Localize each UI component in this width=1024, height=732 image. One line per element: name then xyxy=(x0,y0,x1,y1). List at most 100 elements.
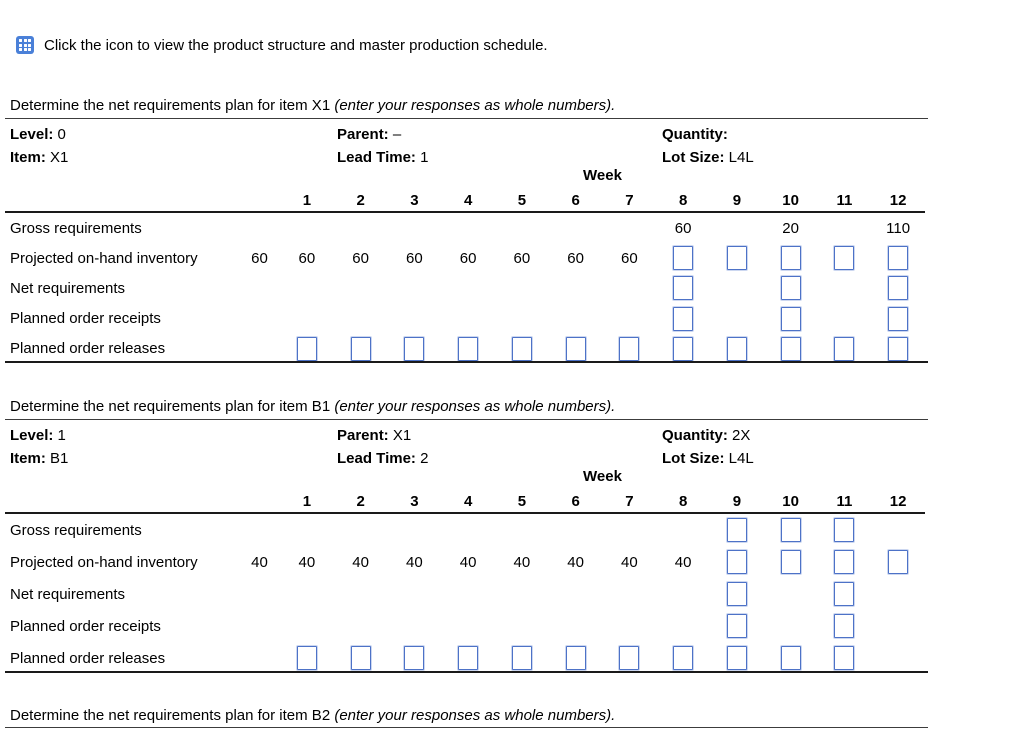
cell-week-10 xyxy=(764,243,818,273)
response-input[interactable] xyxy=(404,646,425,670)
response-input[interactable] xyxy=(511,646,532,670)
response-input[interactable] xyxy=(726,336,747,361)
lead-time-label: Lead Time: xyxy=(337,149,416,166)
response-input[interactable] xyxy=(619,646,640,670)
row-label: Projected on-hand inventory xyxy=(10,249,198,267)
response-input[interactable] xyxy=(834,614,855,638)
response-input[interactable] xyxy=(296,646,317,670)
response-input[interactable] xyxy=(726,246,747,271)
row-label: Gross requirements xyxy=(10,521,142,539)
response-input[interactable] xyxy=(780,246,801,271)
response-input[interactable] xyxy=(673,306,694,331)
response-input[interactable] xyxy=(834,582,855,606)
response-input[interactable] xyxy=(350,336,371,361)
table-row: Net requirements xyxy=(5,578,925,610)
cell-week-12 xyxy=(871,243,925,273)
response-input[interactable] xyxy=(619,336,640,361)
response-input[interactable] xyxy=(834,246,855,271)
cell-week-4 xyxy=(441,273,495,303)
response-input[interactable] xyxy=(780,518,801,542)
cell-week-9 xyxy=(710,610,764,642)
response-input[interactable] xyxy=(726,614,747,638)
row-label: Planned order receipts xyxy=(10,617,161,635)
response-input[interactable] xyxy=(458,646,479,670)
response-input[interactable] xyxy=(404,336,425,361)
cell-week-9 xyxy=(710,514,764,546)
response-input[interactable] xyxy=(780,276,801,301)
response-input[interactable] xyxy=(888,306,909,331)
cell-week-12 xyxy=(871,304,925,334)
table-bottom-rule xyxy=(5,670,928,673)
item-label: Item: xyxy=(10,450,46,467)
cell-week-11 xyxy=(818,304,872,334)
response-input[interactable] xyxy=(565,336,586,361)
cell-week-2: 40 xyxy=(352,553,369,571)
cell-week-10 xyxy=(764,304,818,334)
cell-week-4 xyxy=(441,304,495,334)
response-input[interactable] xyxy=(834,550,855,574)
response-input[interactable] xyxy=(888,246,909,271)
cell-week-3 xyxy=(388,273,442,303)
response-input[interactable] xyxy=(458,336,479,361)
week-col-11: 11 xyxy=(836,492,853,510)
cell-week-12 xyxy=(871,546,925,578)
response-input[interactable] xyxy=(673,246,694,271)
parent-value: X1 xyxy=(392,427,412,444)
response-input[interactable] xyxy=(834,336,855,361)
cell-week-5 xyxy=(495,213,549,243)
row-label: Projected on-hand inventory xyxy=(10,553,198,571)
week-col-9: 9 xyxy=(732,191,742,209)
parent-label: Parent: xyxy=(337,126,389,143)
cell-week-5 xyxy=(495,642,549,674)
cell-week-10 xyxy=(764,273,818,303)
cell-week-7 xyxy=(603,578,657,610)
cell-week-5 xyxy=(495,578,549,610)
response-input[interactable] xyxy=(673,276,694,301)
cell-week-10 xyxy=(764,514,818,546)
response-input[interactable] xyxy=(511,336,532,361)
response-input[interactable] xyxy=(726,518,747,542)
product-structure-icon[interactable] xyxy=(16,36,34,54)
cell-week-10 xyxy=(764,334,818,364)
cell-week-12 xyxy=(871,642,925,674)
response-input[interactable] xyxy=(780,306,801,331)
cell-week-12 xyxy=(871,610,925,642)
week-header-spacer xyxy=(239,189,280,211)
response-input[interactable] xyxy=(780,336,801,361)
response-input[interactable] xyxy=(888,276,909,301)
response-input[interactable] xyxy=(565,646,586,670)
response-input[interactable] xyxy=(673,336,694,361)
cell-week-1 xyxy=(280,304,334,334)
initial-value xyxy=(239,213,280,243)
table-row: Planned order receipts xyxy=(5,304,925,334)
response-input[interactable] xyxy=(726,646,747,670)
cell-week-1 xyxy=(280,334,334,364)
response-input[interactable] xyxy=(780,550,801,574)
parent-value: – xyxy=(392,126,402,143)
cell-week-3 xyxy=(388,578,442,610)
cell-week-6 xyxy=(549,213,603,243)
response-input[interactable] xyxy=(350,646,371,670)
response-input[interactable] xyxy=(673,646,694,670)
cell-week-2 xyxy=(334,642,388,674)
response-input[interactable] xyxy=(780,646,801,670)
intro-b2-italic: (enter your responses as whole numbers). xyxy=(334,707,616,724)
cell-week-4: 40 xyxy=(459,553,477,571)
cell-week-5: 60 xyxy=(513,249,531,267)
response-input[interactable] xyxy=(834,646,855,670)
response-input[interactable] xyxy=(726,582,747,606)
response-input[interactable] xyxy=(726,550,747,574)
response-input[interactable] xyxy=(296,336,317,361)
meta-level-item: Level: 1 Item: B1 xyxy=(10,424,68,470)
cell-week-1 xyxy=(280,514,334,546)
lot-size-label: Lot Size: xyxy=(662,149,725,166)
cell-week-8 xyxy=(656,610,710,642)
response-input[interactable] xyxy=(888,550,909,574)
cell-week-1 xyxy=(280,273,334,303)
response-input[interactable] xyxy=(888,336,909,361)
intro-b2: Determine the net requirements plan for … xyxy=(10,707,615,725)
cell-week-12 xyxy=(871,578,925,610)
week-col-2: 2 xyxy=(356,191,365,209)
response-input[interactable] xyxy=(834,518,855,542)
week-col-10: 10 xyxy=(782,191,799,209)
